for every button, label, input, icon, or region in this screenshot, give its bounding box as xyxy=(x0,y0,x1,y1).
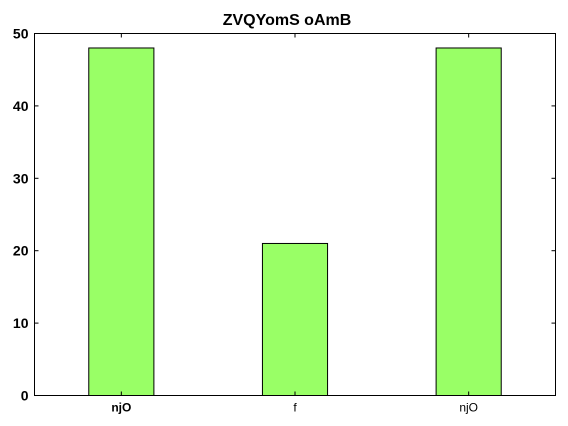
plot-frame xyxy=(34,33,556,396)
y-tick-label: 50 xyxy=(13,26,29,42)
y-axis-ticks: 0 10 20 30 40 50 xyxy=(13,26,556,404)
y-tick-label: 10 xyxy=(13,315,29,331)
bars-group xyxy=(88,47,502,396)
bar-1 xyxy=(261,242,329,396)
bar-0 xyxy=(88,47,155,396)
x-tick-label: f xyxy=(293,401,297,415)
bar-2 xyxy=(435,47,502,396)
x-tick-label: njO xyxy=(459,401,478,415)
y-tick-label: 40 xyxy=(13,98,29,114)
chart-title: ZVQYomS oAmB xyxy=(223,12,352,29)
y-tick-label: 30 xyxy=(13,170,29,186)
y-tick-label: 20 xyxy=(13,243,29,259)
x-tick-label: njO xyxy=(111,401,131,415)
y-tick-label: 0 xyxy=(21,388,29,404)
x-axis-ticks: njO f njO xyxy=(111,33,478,415)
